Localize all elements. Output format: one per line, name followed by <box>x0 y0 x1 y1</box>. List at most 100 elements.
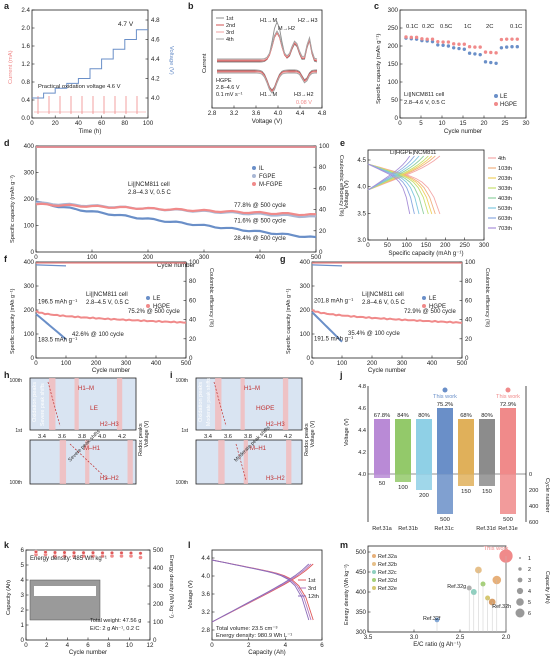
energy-point <box>138 551 143 556</box>
panel-a-ytick-label: 0.4 <box>21 97 30 104</box>
panel-k-ytick-label: 2 <box>21 607 25 614</box>
panel-c-xtick-label: 20 <box>481 120 488 127</box>
rate-label: 0.1C <box>510 24 522 30</box>
panel-g-xtick-label: 300 <box>397 360 408 367</box>
size-legend-label: 6 <box>528 611 531 617</box>
size-legend-label: 4 <box>528 589 531 595</box>
map-axis-label: 1st <box>181 428 188 434</box>
oxidation-peak-band <box>282 378 289 430</box>
redox-peak-band <box>286 440 292 484</box>
legend-label: Ref.32b <box>378 562 397 568</box>
panel-e-xlabel: Specific capacity (mAh g⁻¹) <box>388 250 463 257</box>
annotation-oxidation: Practical oxidation voltage 4.6 V <box>38 84 121 90</box>
legend-label: HGPE <box>500 102 517 108</box>
rate-point-LE <box>515 45 519 49</box>
retention-label: 72.9% @ 500 cycle <box>404 309 456 315</box>
star-marker <box>505 387 511 393</box>
panel-k-ytick-label: 0 <box>21 637 25 644</box>
capacity-annotation: 196.5 mAh g⁻¹ <box>38 300 77 306</box>
rate-point-HGPE <box>473 45 477 49</box>
legend-label: 503th <box>498 206 512 212</box>
energy-point <box>90 550 96 555</box>
ce-series-LE <box>35 264 67 267</box>
panel-g-ytick-label: 60 <box>465 297 472 304</box>
cycle-bar <box>374 474 390 478</box>
energy-point <box>100 550 105 555</box>
panel-k-text: E/C: 2 g Ah⁻¹, 0.2 C <box>90 626 140 632</box>
this-work-label: This work <box>484 546 509 552</box>
capacity-point <box>119 554 124 558</box>
legend-label: Ref.32d <box>378 578 397 584</box>
panel-m-xtick-label: 3.0 <box>410 634 419 641</box>
panel-d-xtick-label: 100 <box>87 254 98 261</box>
legend-marker <box>372 578 376 582</box>
panel-k-text: Energy density: 485 Wh kg⁻¹ <box>30 556 107 562</box>
rate-point-HGPE <box>436 39 440 44</box>
retention-label: 72.9% <box>500 402 516 408</box>
legend-label: 303th <box>498 186 512 192</box>
redox-peak-band <box>85 440 90 484</box>
legend-marker <box>372 570 376 574</box>
panel-j-ytick-label: 4.0 <box>358 472 366 478</box>
panel-g-ytick-label: 300 <box>300 283 311 290</box>
panel-l-xtick-label: 2 <box>247 642 251 649</box>
map-xlabel: Voltage (V) <box>144 420 150 447</box>
voltage-curve-1st-charge <box>211 563 314 623</box>
panel-g-ytick-label: 0 <box>465 355 469 362</box>
panel-b-xlabel: Voltage (V) <box>252 118 283 125</box>
panel-e-ylabel: Voltage (V) <box>344 180 350 209</box>
cycle-label: 500 <box>440 517 450 523</box>
panel-f-ytick-label: 100 <box>189 259 200 266</box>
panel-k-ytick-label: 6 <box>21 547 25 554</box>
profile-discharge-703th <box>367 163 411 215</box>
size-legend-marker <box>515 608 525 618</box>
peak-shift-boundary <box>47 381 61 427</box>
annotation: H2→H3 <box>298 18 318 24</box>
category-label: Ref.31c <box>434 526 453 532</box>
map-label: H2–H3 <box>100 422 119 428</box>
panel-k-xtick-label: 0 <box>24 642 28 649</box>
legend-marker <box>494 94 498 98</box>
rate-point-HGPE <box>404 35 408 39</box>
panel-c-xtick-label: 0 <box>398 120 402 127</box>
panel-m-ytick-label: 400 <box>356 589 367 596</box>
capacity-point <box>110 554 114 558</box>
panel-e-xtick-label: 150 <box>421 242 432 249</box>
panel-k-ytick-label: 500 <box>153 547 164 554</box>
panel-g-ytick-label: 20 <box>465 336 472 343</box>
capacity-series-IL <box>35 200 317 239</box>
rate-point-HGPE <box>505 37 509 41</box>
retention-label: 35.4% @ 100 cycle <box>348 331 400 337</box>
legend-label: 203th <box>498 176 512 182</box>
panel-g-xtick-label: 100 <box>337 360 348 367</box>
panel-g-xtick-label: 400 <box>427 360 438 367</box>
rate-point-HGPE <box>483 50 488 54</box>
panel-d-xtick-label: 500 <box>311 254 322 261</box>
rate-point-HGPE <box>420 37 424 41</box>
map-xtick-label: 3.6 <box>224 434 232 440</box>
legend-label: 703th <box>498 226 512 232</box>
peak-shift-boundary <box>69 443 109 481</box>
panel-m-xlabel: E/C ratio (g Ah⁻¹) <box>413 641 461 648</box>
map-label: H3–H2 <box>100 476 119 482</box>
panel-a-xlabel: Time (h) <box>79 128 102 135</box>
panel-f-xtick-label: 200 <box>91 360 102 367</box>
legend-label: 403th <box>498 196 512 202</box>
rate-point-LE <box>473 52 477 56</box>
rate-point-LE <box>510 45 514 49</box>
annotation: M→H2 <box>278 26 295 32</box>
rate-point-LE <box>441 43 445 47</box>
panel-j-ytick-label-right: 400 <box>529 504 538 510</box>
panel-a-ytick-label: 4.0 <box>151 95 160 102</box>
panel-a-ytick-label: 4.2 <box>151 76 160 83</box>
panel-b-xtick-label: 3.2 <box>230 110 239 117</box>
panel-a-ytick-label: 2.4 <box>21 7 30 14</box>
legend-label: Ref.32c <box>378 570 397 576</box>
energy-point <box>81 550 86 555</box>
retention-label: 84% <box>397 413 409 419</box>
category-label: Ref.31b <box>398 526 418 532</box>
panel-j-ytick-label: 4.6 <box>358 406 366 412</box>
ref-label: Ref.32f <box>423 616 441 622</box>
rate-point-HGPE <box>494 51 498 55</box>
panel-j-ytick-label-right: 200 <box>529 488 538 494</box>
